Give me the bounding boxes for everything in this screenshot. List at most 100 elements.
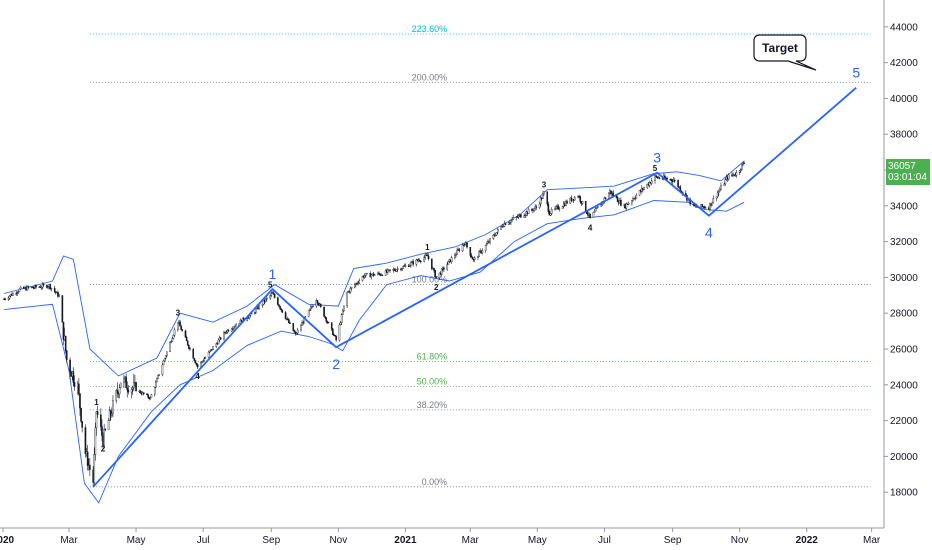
candle-body	[304, 316, 307, 318]
candle-body	[470, 255, 473, 258]
major-wave-label: 1	[268, 266, 276, 282]
candle-body	[703, 206, 706, 209]
candle-body	[12, 293, 14, 296]
candle-body	[648, 182, 651, 186]
candle-body	[17, 291, 20, 293]
last-price-badge: 36057 03:01:04	[886, 159, 930, 186]
candle-body	[125, 376, 127, 389]
candle-body	[179, 321, 181, 327]
candle-body	[581, 201, 584, 204]
candle-body	[538, 203, 541, 208]
candle-body	[42, 284, 45, 286]
candle-body	[566, 201, 568, 204]
candle-body	[332, 328, 334, 336]
candle-body	[253, 312, 256, 314]
candle-body	[310, 306, 312, 310]
candle-body	[86, 451, 89, 466]
candle-body	[115, 390, 118, 401]
candle-body	[612, 192, 615, 196]
candle-body	[131, 387, 134, 390]
candle-body	[600, 204, 602, 207]
candle-body	[658, 177, 661, 179]
candle-body	[433, 268, 435, 271]
candle-body	[230, 328, 233, 332]
candle-body	[262, 300, 265, 305]
target-callout: Target	[753, 34, 817, 71]
major-wave-label: 4	[705, 225, 713, 241]
candle-body	[593, 210, 596, 213]
candle-body	[739, 169, 742, 171]
candle-body	[172, 334, 175, 339]
fib-level-label: 200.00%	[412, 72, 448, 82]
candle-body	[215, 343, 218, 348]
minor-wave-label: 2	[434, 283, 439, 292]
candle-body	[286, 318, 289, 320]
candle-body	[450, 257, 453, 263]
candle-body	[361, 276, 364, 281]
candle-body	[316, 300, 319, 304]
candle-body	[161, 364, 164, 375]
candle-body	[166, 351, 168, 357]
candle-body	[157, 375, 159, 379]
candle-body	[365, 273, 367, 276]
elliott-wave-line	[92, 87, 857, 488]
candle-body	[193, 358, 196, 361]
candle-body	[384, 270, 387, 276]
candle-body	[454, 255, 456, 258]
candle-body	[415, 259, 418, 265]
fib-level-label: 100.00%	[412, 275, 448, 285]
minor-wave-label: 3	[542, 180, 547, 189]
candle-body	[343, 305, 345, 312]
candle-body	[15, 293, 17, 295]
candle-body	[535, 206, 538, 208]
x-axis[interactable]: 2020 Mar May Jul Sep Nov 2021 Mar May Jul Sep Nov 20…	[0, 527, 884, 546]
x-tick-label: Jul	[197, 535, 210, 546]
candle-body	[341, 310, 344, 315]
candle-body	[435, 276, 438, 278]
candle-body	[4, 298, 6, 300]
candle-body	[502, 226, 505, 228]
candle-body	[625, 203, 628, 209]
candle-body	[684, 192, 687, 196]
y-tick-label: 34000	[890, 201, 918, 212]
candle-body	[420, 260, 422, 263]
candle-body	[677, 180, 679, 188]
candle-body	[446, 264, 448, 270]
x-tick-label: Jul	[598, 535, 611, 546]
wave-count-line	[92, 87, 857, 488]
candle-body	[139, 390, 142, 394]
candle-body	[296, 329, 299, 334]
candle-body	[277, 297, 279, 305]
candle-body	[509, 222, 511, 224]
candle-body	[280, 308, 282, 311]
candle-body	[231, 328, 234, 330]
fibonacci-levels: 223.60% 200.00% 100.00% 61.80% 50.00% 38.20% 0…	[89, 24, 871, 488]
candle-body	[735, 172, 738, 176]
candle-body	[389, 269, 391, 271]
x-tick-label: Mar	[60, 535, 78, 546]
candle-body	[180, 325, 182, 330]
candle-body	[177, 322, 179, 331]
candle-body	[185, 337, 188, 342]
candle-body	[61, 295, 64, 323]
candle-body	[7, 297, 10, 300]
candle-body	[627, 202, 630, 205]
candle-body	[704, 207, 707, 209]
candle-body	[264, 298, 267, 303]
candle-body	[456, 249, 458, 255]
y-tick-label: 20000	[890, 452, 918, 463]
candle-body	[8, 295, 11, 299]
candle-body	[679, 186, 682, 192]
candle-body	[16, 292, 19, 294]
candle-body	[294, 332, 297, 334]
candle-body	[127, 389, 130, 393]
minor-wave-label: 3	[176, 308, 181, 317]
candle-body	[440, 268, 443, 275]
y-tick-label: 32000	[890, 237, 918, 248]
candle-body	[69, 359, 71, 373]
y-tick-label: 22000	[890, 416, 918, 427]
candle-body	[507, 222, 510, 226]
minor-wave-label: 2	[101, 444, 106, 453]
candle-body	[272, 292, 275, 295]
